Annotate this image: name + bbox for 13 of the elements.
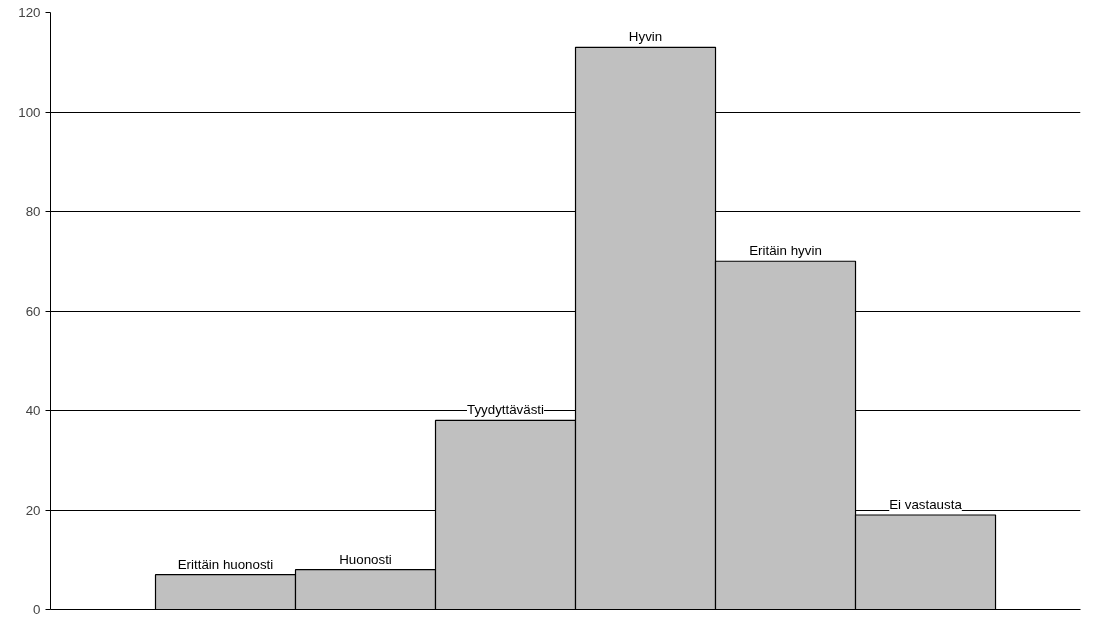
y-tick-label: 20: [25, 502, 41, 518]
y-tick-label: 120: [18, 5, 41, 20]
x-tick-label: Eritäin hyvin: [749, 243, 822, 259]
y-tick-label: 100: [18, 104, 41, 120]
y-tick-label: 40: [25, 403, 41, 418]
y-tick-label: 0: [33, 602, 41, 617]
x-tick-label: Hyvin: [628, 29, 663, 45]
x-tick-label: Ei vastausta: [889, 496, 963, 512]
x-tick-label: Tyydyttävästi: [466, 402, 545, 418]
x-tick-label: Erittäin huonosti: [177, 556, 274, 572]
y-tick-label: 80: [25, 204, 41, 219]
y-tick-label: 60: [25, 303, 41, 319]
x-tick-label: Huonosti: [339, 551, 392, 567]
